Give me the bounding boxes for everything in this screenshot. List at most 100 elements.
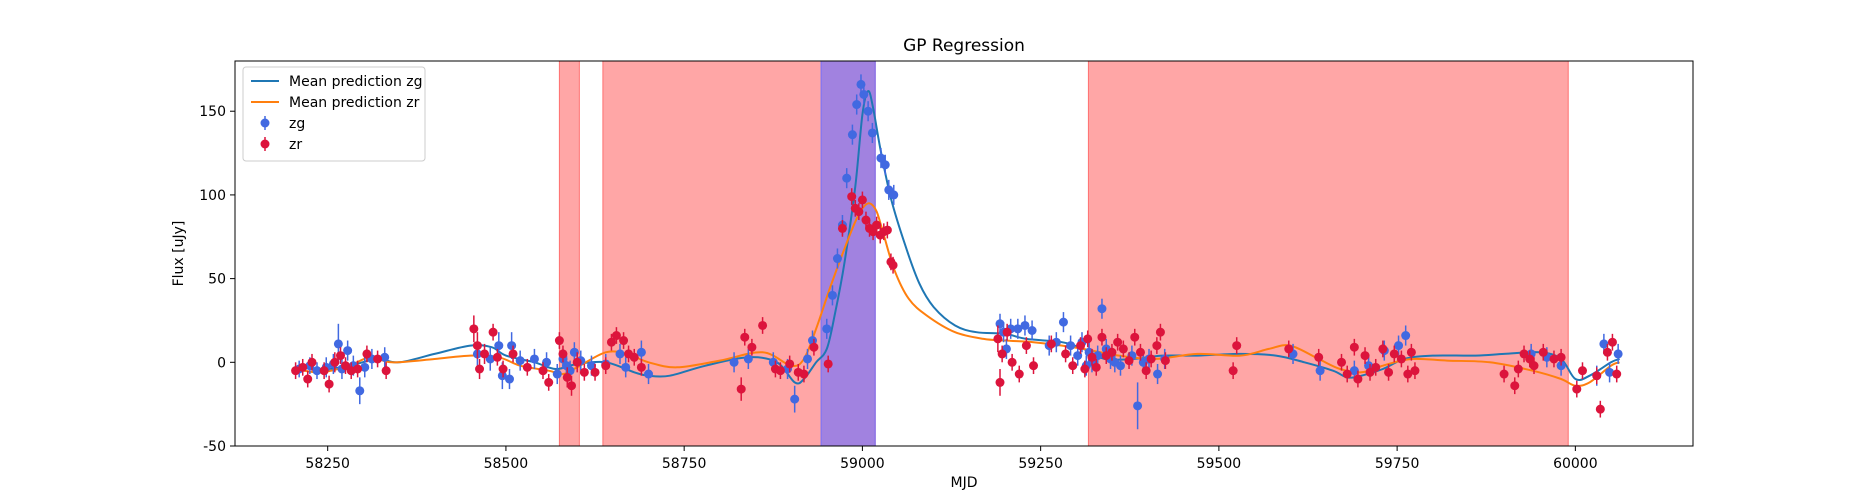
zr-point [1349, 338, 1359, 356]
zr-marker [362, 349, 372, 359]
zg-marker [515, 356, 525, 366]
zr-point [498, 360, 508, 378]
zr-marker [1130, 332, 1140, 342]
zr-marker [758, 320, 768, 330]
zg-point [827, 285, 837, 306]
zr-marker [1510, 381, 1520, 391]
zr-marker [1029, 361, 1039, 371]
zr-marker [1337, 357, 1347, 367]
data-points [291, 74, 1623, 430]
zg-marker [636, 347, 646, 357]
zr-marker [1160, 356, 1170, 366]
y-tick-label: 0 [217, 355, 226, 371]
zr-marker [1113, 337, 1123, 347]
zg-marker [1613, 349, 1623, 359]
zr-point [611, 327, 621, 344]
zr-point [488, 323, 498, 341]
zr-marker [1007, 357, 1017, 367]
zr-marker [775, 366, 785, 376]
zr-point [740, 328, 750, 346]
zr-point [1538, 343, 1548, 361]
zg-point [615, 343, 625, 364]
zr-marker [1595, 404, 1605, 414]
shaded-regions [558, 61, 1569, 446]
zg-marker [312, 366, 322, 376]
y-tick-label: 150 [199, 104, 226, 120]
zr-point [1130, 328, 1140, 346]
zr-point [330, 352, 340, 373]
zg-point [863, 101, 873, 122]
zr-point [736, 377, 746, 401]
zr-marker [629, 352, 639, 362]
zr-point [381, 362, 391, 380]
zr-point [1529, 357, 1539, 375]
zr-point [1124, 352, 1134, 369]
zr-point [837, 220, 847, 237]
zr-point [1314, 348, 1324, 366]
zg-point [729, 352, 739, 373]
zg-point [1315, 360, 1325, 381]
zr-marker [882, 225, 892, 235]
zg-point [1066, 335, 1076, 356]
zr-point [1410, 362, 1420, 380]
y-tick-label: 50 [208, 272, 226, 288]
zg-marker [790, 394, 800, 404]
legend-marker-swatch [260, 118, 270, 128]
zr-point [1602, 343, 1612, 361]
zr-marker [1396, 354, 1406, 364]
zr-point [1046, 335, 1056, 353]
zr-marker [1080, 364, 1090, 374]
zr-point [373, 350, 383, 368]
zr-marker [579, 367, 589, 377]
zr-marker [1232, 341, 1242, 351]
zr-point [1342, 365, 1352, 383]
zr-marker [837, 223, 847, 233]
zr-point [1113, 333, 1123, 351]
zg-marker [1605, 367, 1615, 377]
zr-point [1371, 358, 1381, 376]
zr-marker [353, 364, 363, 374]
zg-point [529, 348, 539, 369]
zr-point [1403, 365, 1413, 383]
legend-entry: Mean prediction zg [251, 74, 423, 90]
zr-marker [475, 364, 485, 374]
zr-marker [562, 372, 572, 382]
zr-marker [606, 337, 616, 347]
zr-point [336, 347, 346, 364]
zr-point [775, 362, 785, 380]
zg-marker [552, 369, 562, 379]
zr-marker [558, 349, 568, 359]
zr-point [538, 362, 548, 380]
zr-point [882, 221, 892, 239]
zr-point [1549, 350, 1559, 368]
zg-point [847, 124, 857, 145]
zr-point [1592, 367, 1602, 385]
zg-marker [729, 357, 739, 367]
zr-point [601, 357, 611, 375]
zg-marker [1115, 361, 1125, 371]
zg-point [1394, 335, 1404, 356]
zg-marker [1013, 324, 1023, 334]
zg-marker [494, 341, 504, 351]
zr-marker [1097, 332, 1107, 342]
zg-point [1153, 363, 1163, 385]
zg-point [1058, 312, 1068, 333]
zr-point [1232, 337, 1242, 354]
zr-marker [740, 332, 750, 342]
zr-point [1378, 340, 1388, 358]
zg-point [852, 94, 862, 115]
zr-point [554, 332, 564, 349]
zr-marker [1378, 344, 1388, 354]
axis-ticks: 58250 58500 58750 59000 59250 59500 59750 60000… [199, 104, 1597, 472]
zr-point [854, 203, 864, 221]
zr-marker [1021, 341, 1031, 351]
zr-marker [1014, 369, 1024, 379]
zr-marker [1572, 384, 1582, 394]
y-tick-label: 100 [199, 188, 226, 204]
x-tick-label: 59750 [1375, 456, 1420, 472]
zg-marker [807, 336, 817, 346]
zr-point [1068, 357, 1078, 375]
zr-point [1087, 348, 1097, 366]
zr-marker [319, 366, 329, 376]
zr-point [558, 345, 568, 363]
